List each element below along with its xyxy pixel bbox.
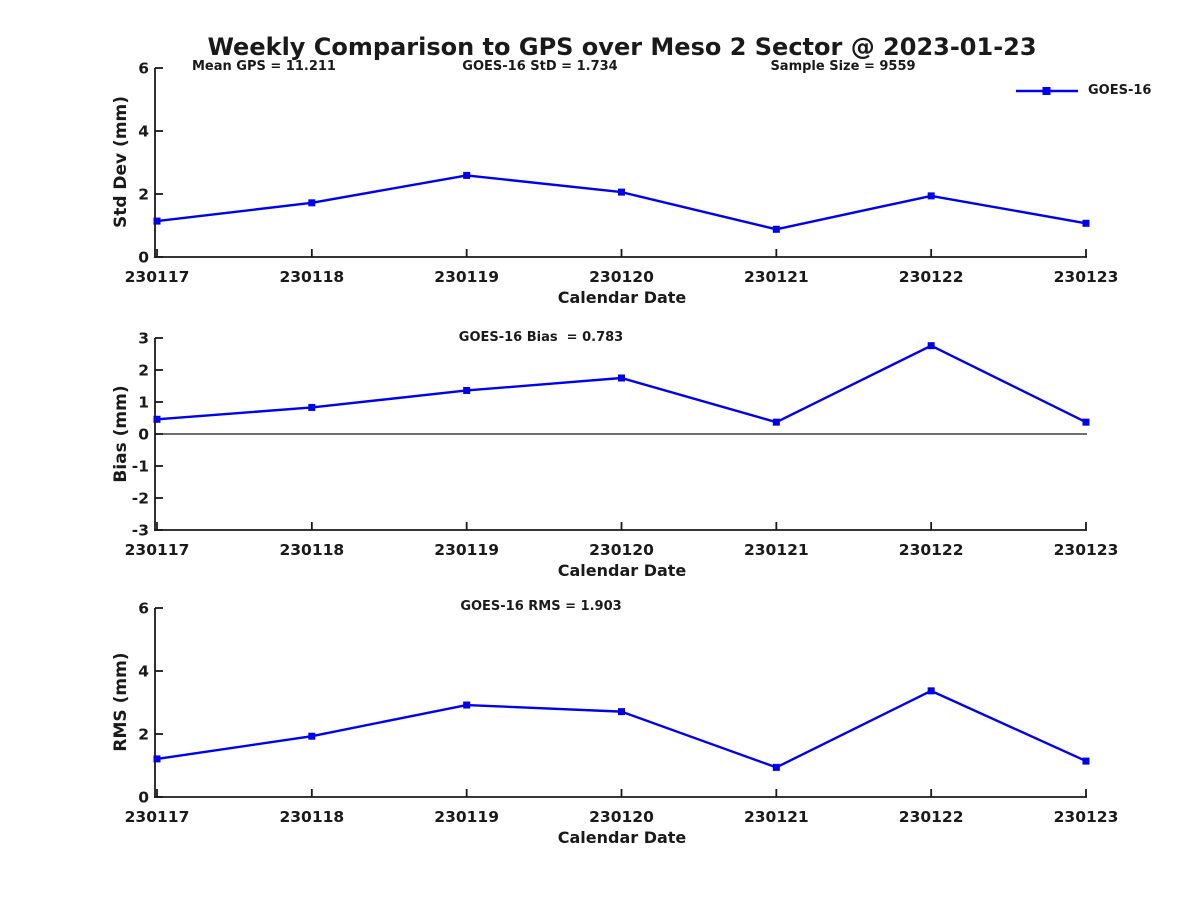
x-tick-label: 230117 — [125, 808, 190, 826]
data-point-marker — [463, 171, 471, 179]
x-tick-label: 230117 — [125, 541, 190, 559]
xlabel-stddev: Calendar Date — [557, 288, 687, 307]
data-point-marker — [463, 701, 471, 709]
ylabel-rms: RMS (mm) — [111, 652, 131, 752]
y-tick-label: 2 — [138, 362, 149, 380]
x-tick-label: 230123 — [1054, 268, 1119, 286]
data-point-marker — [1082, 219, 1090, 227]
y-tick-label: 1 — [138, 394, 149, 412]
x-tick-label: 230120 — [589, 808, 654, 826]
y-tick-label: 4 — [138, 663, 149, 681]
series-line-goes-16 — [156, 689, 1087, 769]
x-tick-label: 230122 — [899, 268, 964, 286]
x-tick-label: 230117 — [125, 268, 190, 286]
series-line-goes-16 — [156, 344, 1087, 424]
x-tick-label: 230121 — [744, 808, 809, 826]
legend: GOES-16 — [1015, 83, 1151, 98]
chart-2: 0 2 4 6 230117 230118 230119 230120 230121 230122… — [125, 600, 1119, 827]
data-point-marker — [927, 687, 935, 695]
y-tick-label: 4 — [138, 123, 149, 141]
x-tick-label: 230119 — [434, 808, 499, 826]
x-tick-label: 230123 — [1054, 808, 1119, 826]
x-tick-label: 230122 — [899, 541, 964, 559]
data-point-marker — [772, 418, 780, 426]
x-tick-label: 230121 — [744, 541, 809, 559]
y-tick-label: 2 — [138, 726, 149, 744]
data-point-marker — [927, 342, 935, 350]
data-point-marker — [618, 374, 625, 382]
xlabel-bias: Calendar Date — [557, 561, 687, 580]
data-point-marker — [153, 415, 161, 423]
data-point-marker — [308, 403, 316, 411]
series-line-goes-16 — [156, 174, 1087, 231]
data-point-marker — [927, 192, 935, 200]
x-tick-label: 230121 — [744, 268, 809, 286]
x-tick-label: 230122 — [899, 808, 964, 826]
data-point-marker — [1082, 418, 1090, 426]
x-tick-label: 230118 — [279, 541, 344, 559]
y-tick-label: 0 — [138, 426, 149, 444]
figure-title: Weekly Comparison to GPS over Meso 2 Sec… — [207, 33, 1037, 61]
data-point-marker — [308, 199, 316, 207]
chart-1: -3 -2 -1 0 1 2 3 230117 230118 230119 230120 230121… — [125, 330, 1119, 560]
x-tick-label: 230118 — [279, 808, 344, 826]
x-tick-label: 230118 — [279, 268, 344, 286]
legend-line-marker-icon — [1016, 86, 1078, 95]
data-point-marker — [618, 708, 625, 716]
data-point-marker — [463, 386, 471, 394]
x-tick-label: 230119 — [434, 541, 499, 559]
xlabel-rms: Calendar Date — [557, 828, 687, 847]
subtitle-bias: GOES-16 Bias = 0.783 — [458, 330, 624, 345]
x-tick-label: 230123 — [1054, 541, 1119, 559]
annotation-sample-size: Sample Size = 9559 — [770, 59, 916, 74]
data-point-marker — [308, 732, 316, 740]
y-tick-label: -3 — [132, 522, 149, 540]
annotation-goes16-std: GOES-16 StD = 1.734 — [462, 59, 618, 74]
y-tick-label: 0 — [138, 249, 149, 267]
legend-label: GOES-16 — [1088, 83, 1152, 98]
chart-0: 0 2 4 6 230117 230118 230119 230120 230121 230122… — [125, 60, 1119, 287]
x-tick-label: 230120 — [589, 541, 654, 559]
annotation-mean-gps: Mean GPS = 11.211 — [192, 59, 336, 74]
data-point-marker — [772, 225, 780, 233]
y-tick-label: -1 — [132, 458, 149, 476]
x-tick-label: 230120 — [589, 268, 654, 286]
data-point-marker — [153, 217, 161, 225]
data-point-marker — [618, 188, 625, 196]
subtitle-rms: GOES-16 RMS = 1.903 — [460, 599, 622, 614]
x-tick-label: 230119 — [434, 268, 499, 286]
y-tick-label: 6 — [138, 60, 149, 78]
data-point-marker — [153, 755, 161, 763]
y-tick-label: 2 — [138, 186, 149, 204]
ylabel-stddev: Std Dev (mm) — [111, 95, 131, 229]
data-point-marker — [772, 763, 780, 771]
y-tick-label: 0 — [138, 789, 149, 807]
y-tick-label: 3 — [138, 330, 149, 348]
y-tick-label: 6 — [138, 600, 149, 618]
data-point-marker — [1082, 757, 1090, 765]
ylabel-bias: Bias (mm) — [111, 385, 131, 483]
y-tick-label: -2 — [132, 490, 149, 508]
